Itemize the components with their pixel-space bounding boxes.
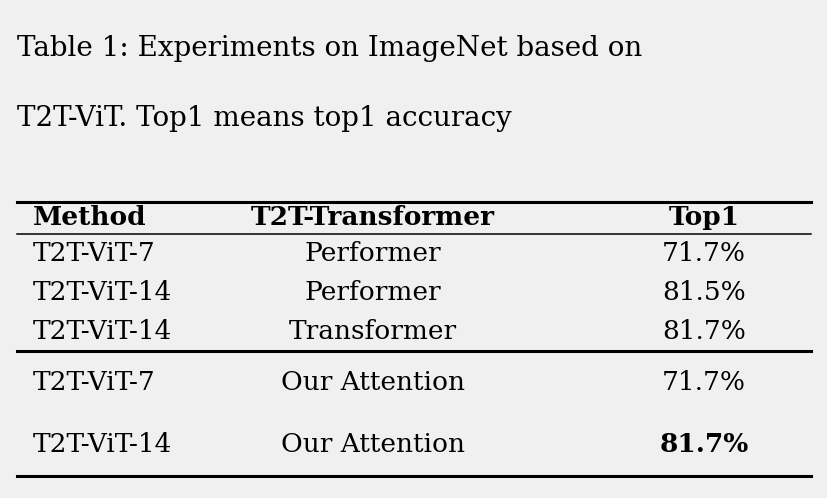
- Text: T2T-Transformer: T2T-Transformer: [251, 205, 494, 231]
- Text: 81.5%: 81.5%: [661, 280, 745, 305]
- Text: Our Attention: Our Attention: [280, 370, 464, 395]
- Text: Performer: Performer: [304, 280, 441, 305]
- Text: Our Attention: Our Attention: [280, 432, 464, 457]
- Text: Top1: Top1: [667, 205, 739, 231]
- Text: T2T-ViT-7: T2T-ViT-7: [33, 241, 155, 266]
- Text: T2T-ViT-14: T2T-ViT-14: [33, 319, 172, 344]
- Text: T2T-ViT-7: T2T-ViT-7: [33, 370, 155, 395]
- Text: 71.7%: 71.7%: [661, 370, 745, 395]
- Text: T2T-ViT-14: T2T-ViT-14: [33, 432, 172, 457]
- Text: Table 1: Experiments on ImageNet based on: Table 1: Experiments on ImageNet based o…: [17, 35, 641, 62]
- Text: 81.7%: 81.7%: [658, 432, 748, 457]
- Text: 81.7%: 81.7%: [661, 319, 745, 344]
- Text: T2T-ViT-14: T2T-ViT-14: [33, 280, 172, 305]
- Text: Performer: Performer: [304, 241, 441, 266]
- Text: Method: Method: [33, 205, 146, 231]
- Text: Transformer: Transformer: [288, 319, 457, 344]
- Text: T2T-ViT. Top1 means top1 accuracy: T2T-ViT. Top1 means top1 accuracy: [17, 105, 511, 131]
- Text: 71.7%: 71.7%: [661, 241, 745, 266]
